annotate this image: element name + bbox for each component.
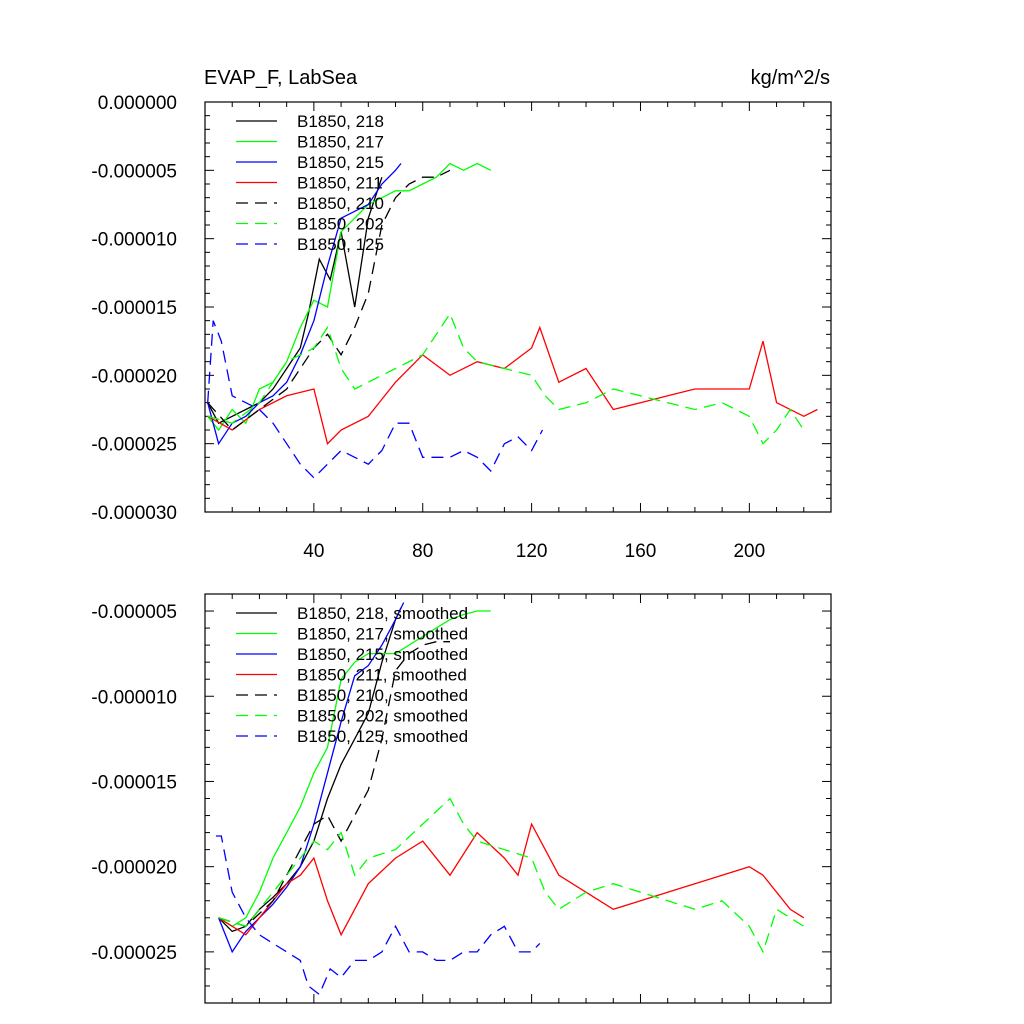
series-line [218, 610, 491, 928]
legend-label: B1850, 210 [297, 194, 384, 213]
units-label: kg/m^2/s [751, 67, 830, 89]
y-tick-label: -0.000005 [91, 161, 177, 182]
legend-label: B1850, 215, smoothed [297, 645, 468, 664]
legend-label: B1850, 217 [297, 133, 384, 152]
series-line [215, 835, 541, 996]
series-line [207, 320, 544, 479]
x-tick-label: 80 [412, 541, 433, 562]
y-tick-label: -0.000005 [91, 602, 177, 623]
x-tick-label: 160 [625, 541, 657, 562]
series-group [215, 602, 805, 996]
y-tick-label: 0.000000 [98, 93, 177, 114]
x-tick-label: 200 [733, 541, 765, 562]
x-tick-label: 40 [303, 541, 324, 562]
legend-label: B1850, 211, smoothed [297, 666, 467, 685]
legend-label: B1850, 202, smoothed [297, 707, 468, 726]
y-tick-label: -0.000015 [91, 772, 177, 793]
series-line [207, 169, 451, 431]
series-line [218, 797, 805, 954]
top-panel: 40 80 120 160 200 0.000000 -0.000005 -0.000010 -… [91, 93, 832, 562]
bottom-panel: -0.000005 -0.000010 -0.000015 -0.000020 -0.0… [91, 593, 832, 1004]
y-tick-label: -0.000030 [91, 503, 177, 524]
series-line [218, 641, 450, 928]
legend-label: B1850, 125, smoothed [297, 727, 468, 746]
y-tick-label: -0.000010 [91, 687, 177, 708]
y-tick-label: -0.000025 [91, 435, 177, 456]
series-line [207, 325, 818, 445]
series-group [207, 162, 818, 479]
legend-label: B1850, 210, smoothed [297, 686, 468, 705]
y-tick-label: -0.000025 [91, 943, 177, 964]
y-tick-label: -0.000010 [91, 230, 177, 251]
series-line [207, 312, 805, 445]
legend-label: B1850, 218, smoothed [297, 604, 468, 623]
y-tick-label: -0.000020 [91, 858, 177, 879]
legend-label: B1850, 211 [297, 174, 383, 193]
legend-label: B1850, 217, smoothed [297, 625, 468, 644]
y-tick-label: -0.000020 [91, 366, 177, 387]
series-line [207, 163, 402, 446]
x-tick-label: 120 [516, 541, 548, 562]
series-line [218, 822, 805, 937]
chart-title: EVAP_F, LabSea [204, 67, 358, 89]
legend-label: B1850, 125 [297, 235, 384, 254]
legend-label: B1850, 202 [297, 215, 384, 234]
legend-label: B1850, 218 [297, 112, 384, 131]
legend-label: B1850, 215 [297, 153, 384, 172]
y-tick-label: -0.000015 [91, 298, 177, 319]
